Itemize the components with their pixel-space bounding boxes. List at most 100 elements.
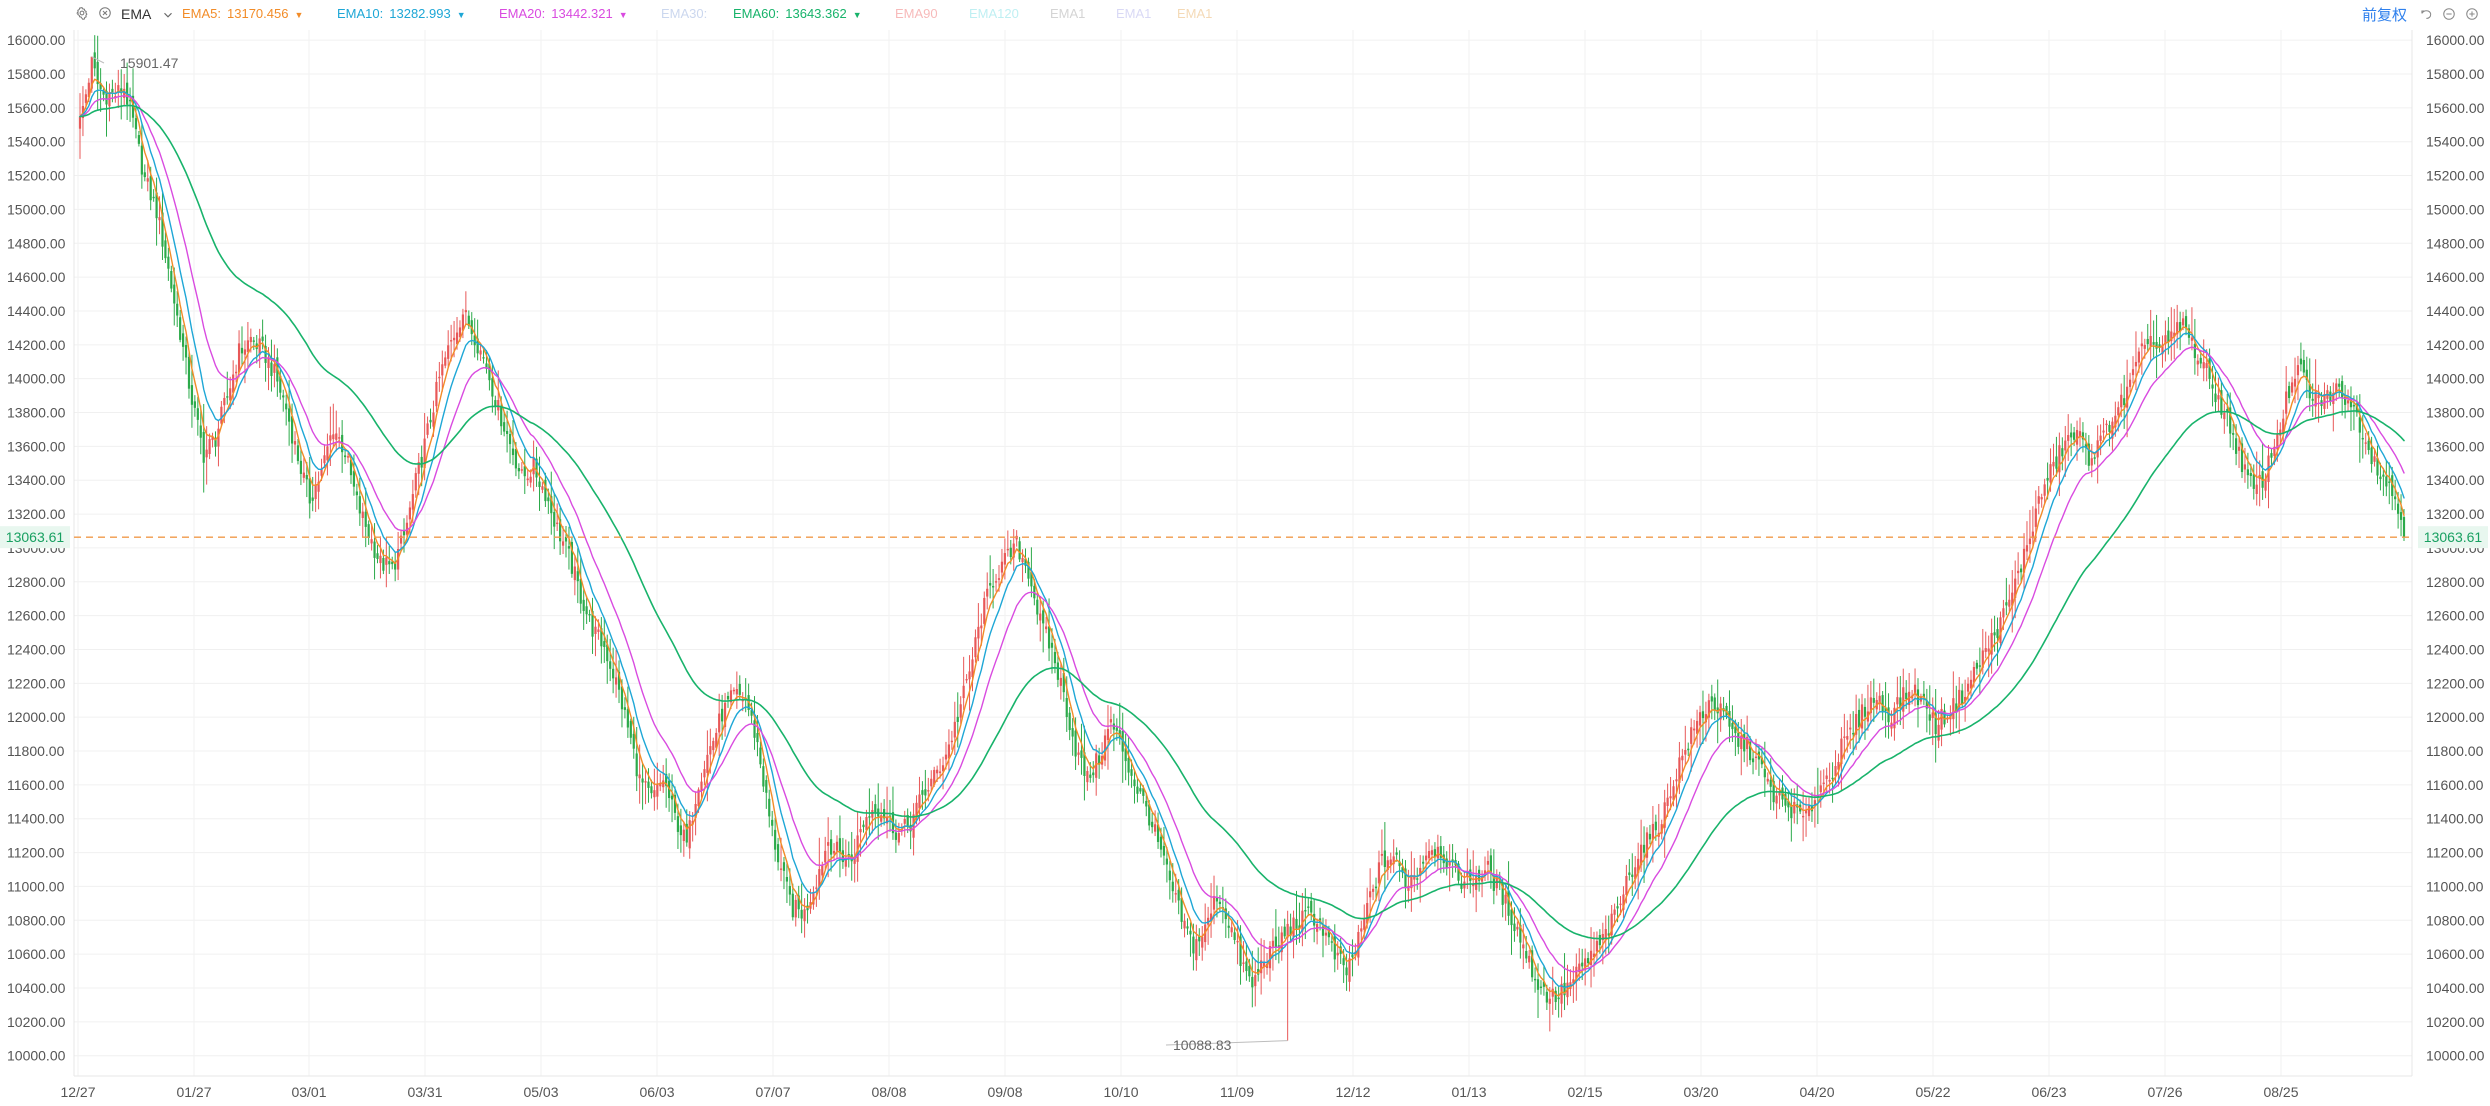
candle-body xyxy=(2061,448,2064,457)
candle-body xyxy=(2220,390,2223,415)
candle-body xyxy=(656,783,659,797)
legend-ema30[interactable]: EMA30: xyxy=(661,5,713,23)
candle-body xyxy=(2276,433,2279,450)
candle-body xyxy=(102,91,105,95)
candle-body xyxy=(774,829,777,850)
candle-body xyxy=(311,497,314,501)
candle-body xyxy=(90,56,93,89)
y-axis-tick-label-left: 11400.00 xyxy=(7,811,65,827)
candle-body xyxy=(585,606,588,615)
undo-icon[interactable] xyxy=(2419,7,2433,21)
candle-body xyxy=(532,457,535,475)
candle-body xyxy=(1622,894,1625,910)
close-icon[interactable] xyxy=(98,6,112,20)
candle-body xyxy=(832,850,836,854)
candle-body xyxy=(2019,568,2023,573)
legend-ema1-a[interactable]: EMA1 xyxy=(1050,5,1085,23)
candle-body xyxy=(1310,900,1313,913)
candle-body xyxy=(1737,732,1740,747)
legend-ema10[interactable]: EMA10: 13282.993 ▼ xyxy=(337,5,466,23)
candle-body xyxy=(2402,517,2406,538)
candle-body xyxy=(2120,394,2123,408)
y-axis-tick-label-left: 10400.00 xyxy=(7,980,66,996)
candle-body xyxy=(1059,677,1062,686)
minimize-icon[interactable] xyxy=(2442,7,2456,21)
candle-body xyxy=(2264,478,2267,491)
candle-body xyxy=(1548,998,1551,1004)
candle-body xyxy=(1787,801,1790,808)
candle-body xyxy=(1003,553,1006,565)
candle-body xyxy=(1413,875,1416,880)
candle-body xyxy=(859,829,862,833)
candle-body xyxy=(818,869,821,888)
candle-body xyxy=(1483,870,1487,877)
legend-ema90[interactable]: EMA90 xyxy=(895,5,938,23)
candle-body xyxy=(1133,779,1136,787)
legend-ema20-value: 13442.321 xyxy=(551,6,613,21)
candle-body xyxy=(2397,503,2400,514)
legend-ema1-c[interactable]: EMA1 xyxy=(1177,5,1212,23)
candle-body xyxy=(1186,926,1189,929)
candle-body xyxy=(461,314,465,331)
candle-body xyxy=(332,434,335,440)
candle-body xyxy=(164,240,167,259)
candle-body xyxy=(1445,858,1448,869)
chevron-down-icon[interactable] xyxy=(161,8,173,20)
candle-body xyxy=(1074,730,1077,757)
candle-body xyxy=(497,399,500,411)
candle-body xyxy=(1881,695,1884,713)
candle-body xyxy=(2279,429,2282,436)
candle-body xyxy=(735,689,738,695)
candle-body xyxy=(1419,867,1422,877)
y-axis-tick-label-right: 11000.00 xyxy=(2426,878,2484,894)
candle-body xyxy=(373,541,376,558)
candle-body xyxy=(447,345,450,359)
candle-body xyxy=(1377,862,1381,884)
legend-ema20[interactable]: EMA20: 13442.321 ▼ xyxy=(499,5,628,23)
candle-body xyxy=(2140,343,2143,347)
settings-icon[interactable] xyxy=(75,6,89,20)
legend-ema1-b[interactable]: EMA1 xyxy=(1116,5,1151,23)
candle-body xyxy=(1693,728,1696,731)
x-axis-tick-label: 06/03 xyxy=(639,1084,674,1100)
candle-body xyxy=(1584,958,1587,971)
candle-body xyxy=(2391,475,2394,497)
candle-body xyxy=(673,794,677,813)
candle-body xyxy=(196,408,199,420)
candle-body xyxy=(756,733,759,743)
candle-body xyxy=(561,541,565,546)
candle-body xyxy=(146,178,149,182)
candle-body xyxy=(1292,917,1295,937)
candle-body xyxy=(538,481,541,488)
restore-adjustment-link[interactable]: 前复权 xyxy=(2361,7,2407,24)
candle-body xyxy=(1039,613,1042,621)
candle-body xyxy=(768,798,771,817)
candle-body xyxy=(1224,908,1227,920)
indicator-name[interactable]: EMA xyxy=(121,6,152,22)
candle-body xyxy=(629,720,632,738)
candle-body xyxy=(2323,394,2326,409)
legend-ema5[interactable]: EMA5: 13170.456 ▼ xyxy=(182,5,303,23)
candle-body xyxy=(346,456,350,458)
annotation-layer: 13063.61 13063.61 15901.47 10088.83 xyxy=(0,55,2488,1053)
add-icon[interactable] xyxy=(2465,7,2479,21)
candle-body xyxy=(1513,923,1516,932)
legend-ema60[interactable]: EMA60: 13643.362 ▼ xyxy=(733,5,862,23)
candle-body xyxy=(108,92,111,107)
candle-body xyxy=(394,562,397,570)
candle-body xyxy=(2208,358,2211,379)
legend-ema120[interactable]: EMA120 xyxy=(969,5,1019,23)
candle-body xyxy=(679,825,682,836)
candle-body xyxy=(2179,322,2182,332)
y-axis-tick-label-right: 12200.00 xyxy=(2426,675,2485,691)
legend-ema1-a-label: EMA1 xyxy=(1050,6,1086,21)
candle-body xyxy=(1896,697,1899,705)
candle-body xyxy=(181,333,185,347)
candle-body xyxy=(614,677,618,685)
candle-body xyxy=(1651,823,1654,840)
candle-body xyxy=(1778,792,1781,796)
candle-body xyxy=(323,455,326,464)
candle-body xyxy=(338,437,341,439)
candle-body xyxy=(1345,967,1348,976)
candle-body xyxy=(800,909,803,919)
